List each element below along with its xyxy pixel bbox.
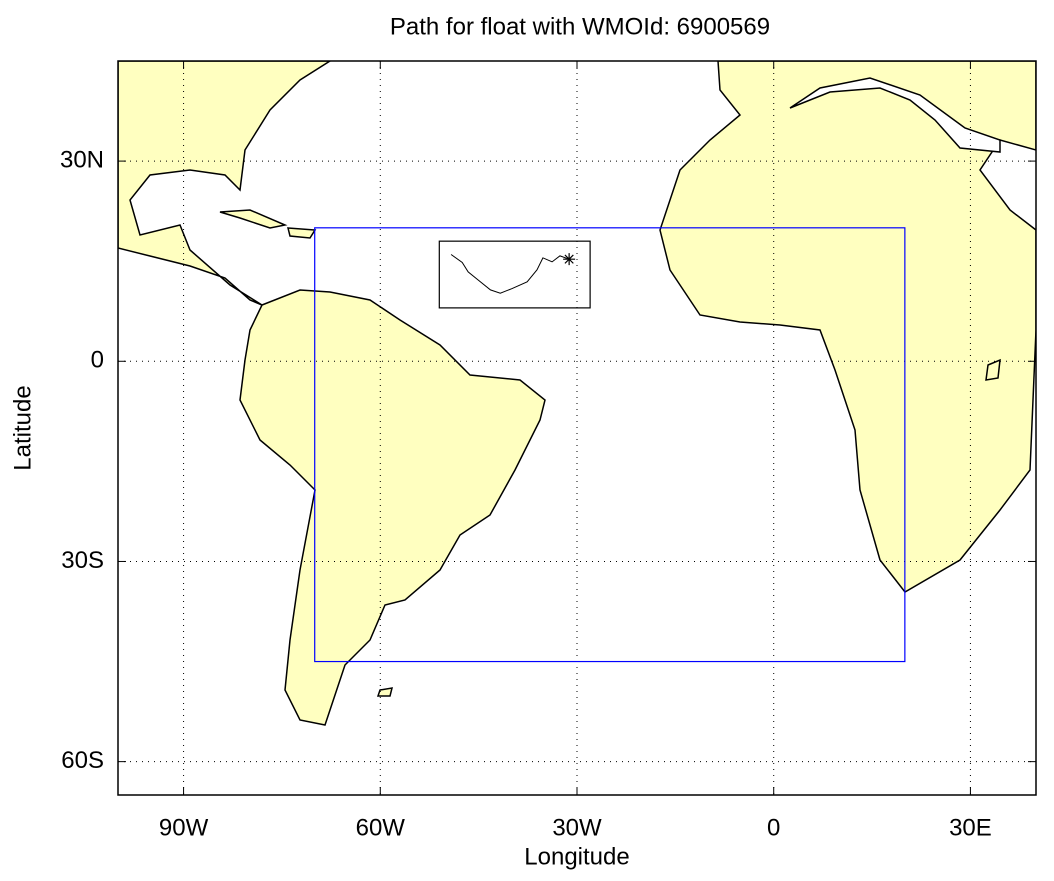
coastlines (118, 61, 1036, 726)
falklands (376, 687, 394, 697)
x-tick-label: 90W (159, 814, 209, 841)
hispaniola (287, 227, 317, 239)
north-central-america (118, 61, 332, 306)
x-tick-label: 0 (767, 814, 780, 841)
x-tick-label: 30W (552, 814, 602, 841)
madagascar (985, 358, 1001, 381)
cuba (219, 209, 288, 229)
chart-title: Path for float with WMOId: 6900569 (390, 13, 770, 40)
y-tick-label: 60S (61, 747, 104, 774)
y-tick-label: 0 (91, 347, 104, 374)
y-tick-label: 30S (61, 547, 104, 574)
float-track (450, 254, 570, 294)
last-position-marker (563, 253, 576, 266)
x-tick-label: 60W (356, 814, 406, 841)
x-tick-label: 30E (949, 814, 992, 841)
mediterranean (789, 77, 1001, 153)
y-tick-label: 30N (60, 146, 104, 173)
europe-africa (659, 61, 1036, 593)
inset-box (438, 240, 591, 309)
y-axis-label: Latitude (9, 385, 36, 470)
south-america (239, 289, 546, 726)
x-axis-label: Longitude (524, 843, 629, 870)
region-box (314, 227, 906, 663)
